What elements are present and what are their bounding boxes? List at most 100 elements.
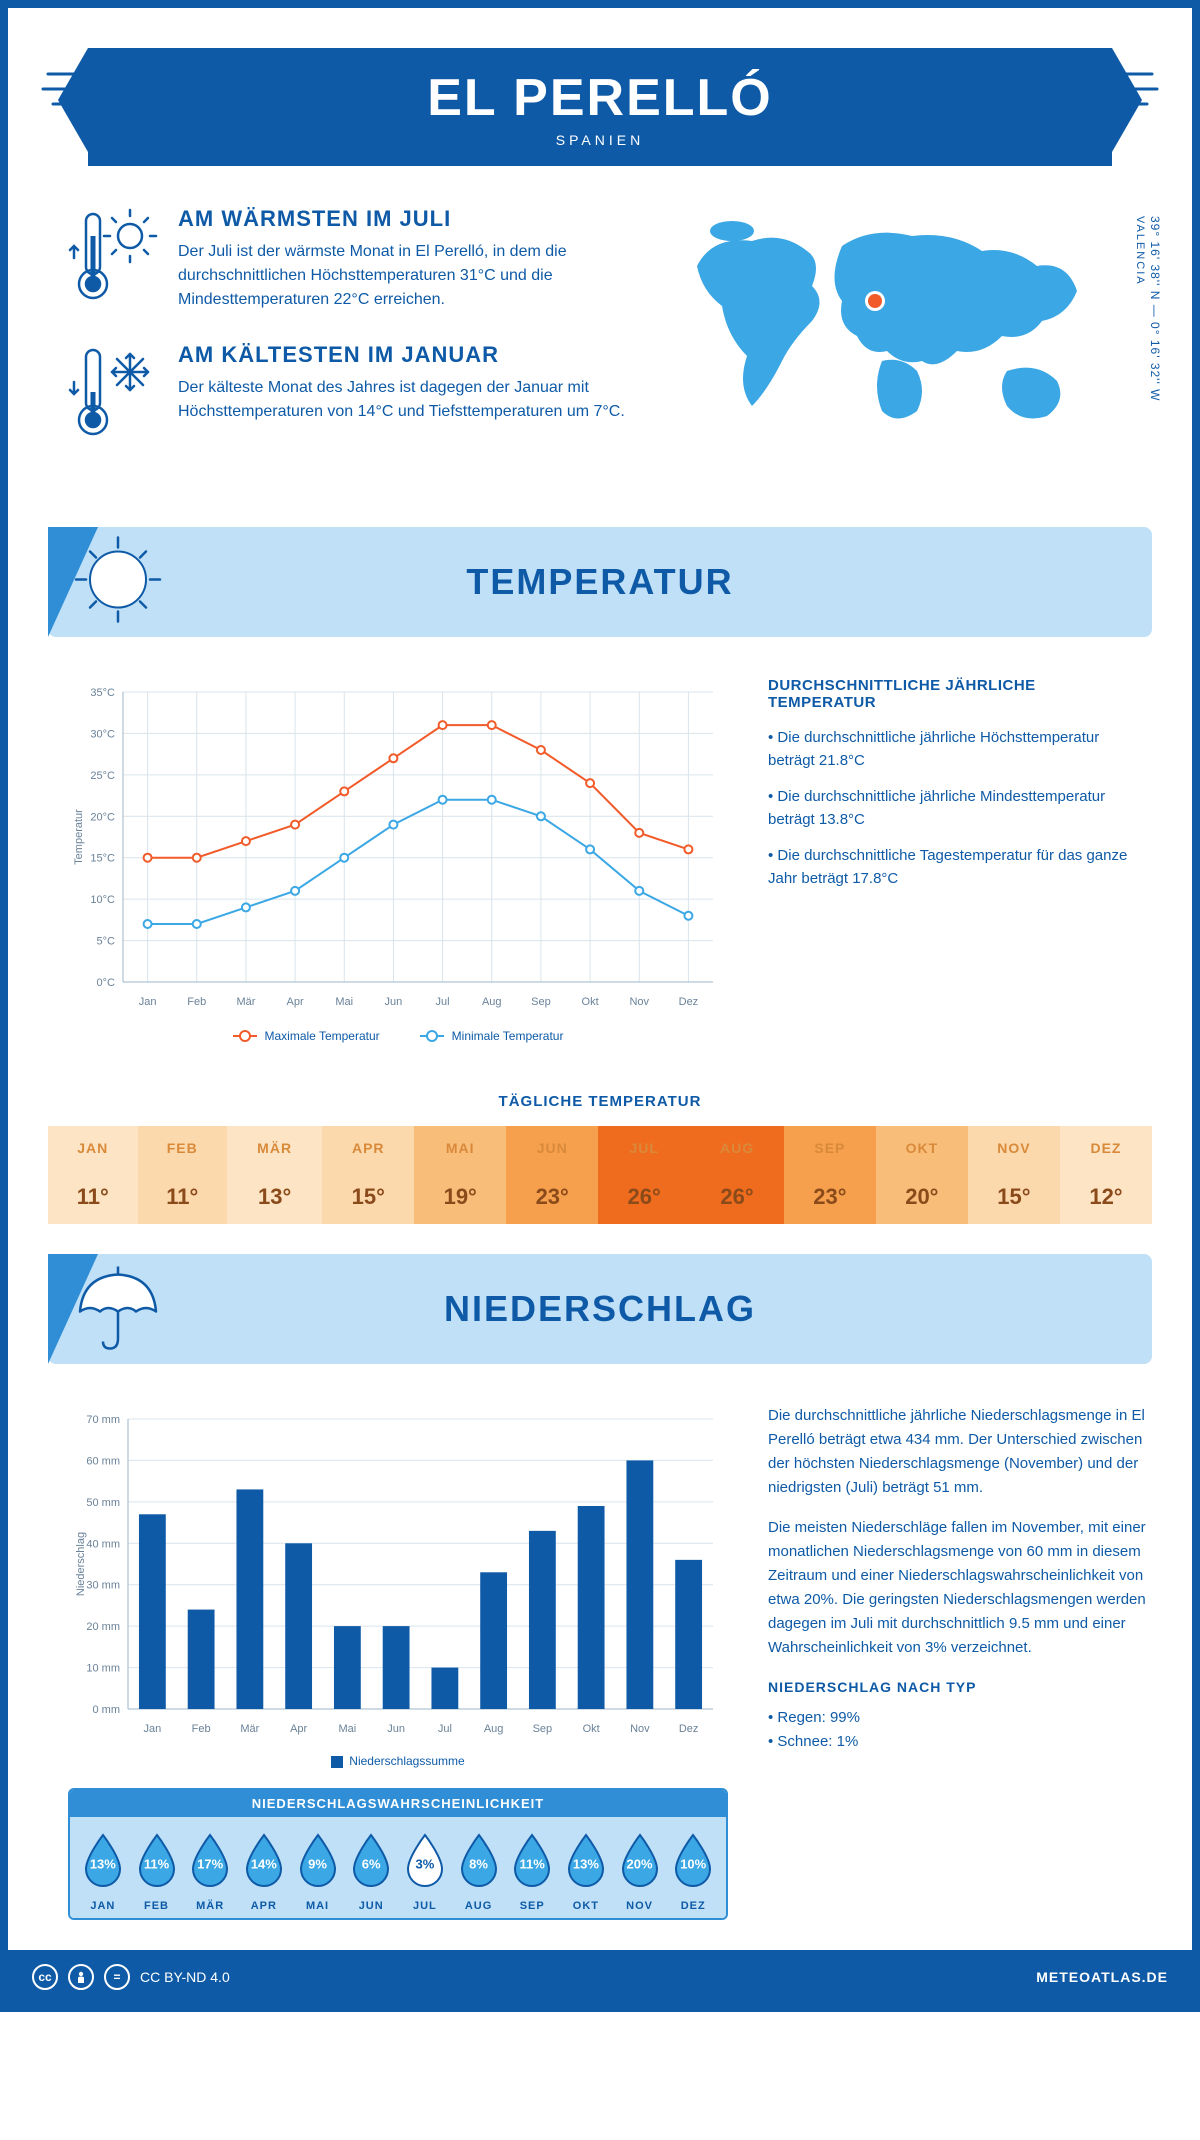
prob-cell: 17%MÄR bbox=[183, 1831, 237, 1912]
warmest-text: Der Juli ist der wärmste Monat in El Per… bbox=[178, 240, 642, 312]
temperature-title: TEMPERATUR bbox=[466, 561, 733, 603]
daily-temp-cell: 20° bbox=[876, 1170, 968, 1224]
svg-text:20°C: 20°C bbox=[90, 811, 115, 823]
prob-cell: 14%APR bbox=[237, 1831, 291, 1912]
daily-temp-cell: 15° bbox=[968, 1170, 1060, 1224]
svg-text:30°C: 30°C bbox=[90, 728, 115, 740]
precip-type-bullet: • Regen: 99% bbox=[768, 1706, 1148, 1730]
prob-cell: 9% MAI bbox=[291, 1831, 345, 1912]
daily-temp-cell: 26° bbox=[598, 1170, 690, 1224]
coldest-text: Der kälteste Monat des Jahres ist dagege… bbox=[178, 376, 642, 424]
prob-value: 3% bbox=[415, 1857, 434, 1872]
svg-text:Mai: Mai bbox=[339, 1723, 357, 1735]
svg-text:Feb: Feb bbox=[187, 996, 206, 1008]
daily-temp-title: TÄGLICHE TEMPERATUR bbox=[8, 1093, 1192, 1110]
precipitation-bar-chart: 0 mm10 mm20 mm30 mm40 mm50 mm60 mm70 mmN… bbox=[68, 1404, 728, 1744]
daily-temperature-table: JANFEBMÄRAPRMAIJUNJULAUGSEPOKTNOVDEZ 11°… bbox=[48, 1126, 1152, 1224]
thermometer-snow-icon bbox=[68, 342, 158, 447]
page-subtitle: SPANIEN bbox=[88, 132, 1112, 148]
svg-text:Jun: Jun bbox=[387, 1723, 405, 1735]
prob-value: 11% bbox=[520, 1857, 545, 1872]
world-map-icon bbox=[672, 206, 1132, 451]
nd-icon: = bbox=[104, 1964, 130, 1990]
prob-cell: 13%OKT bbox=[559, 1831, 613, 1912]
daily-month-header: OKT bbox=[876, 1126, 968, 1170]
temp-bullet: • Die durchschnittliche Tagestemperatur … bbox=[768, 845, 1148, 890]
footer: cc = CC BY-ND 4.0 METEOATLAS.DE bbox=[8, 1950, 1192, 2004]
daily-month-header: JUN bbox=[506, 1126, 598, 1170]
daily-temp-cell: 26° bbox=[690, 1170, 784, 1224]
temp-bullet: • Die durchschnittliche jährliche Höchst… bbox=[768, 727, 1148, 772]
prob-month-label: APR bbox=[237, 1900, 291, 1912]
precip-paragraph: Die meisten Niederschläge fallen im Nove… bbox=[768, 1516, 1148, 1660]
thermometer-sun-icon bbox=[68, 206, 158, 312]
prob-month-label: AUG bbox=[452, 1900, 506, 1912]
svg-text:Sep: Sep bbox=[531, 996, 551, 1008]
prob-value: 17% bbox=[197, 1857, 223, 1872]
header-ribbon: EL PERELLÓ SPANIEN bbox=[88, 48, 1112, 166]
license-label: CC BY-ND 4.0 bbox=[140, 1969, 230, 1985]
prob-value: 10% bbox=[680, 1857, 706, 1872]
precip-type-bullet: • Schnee: 1% bbox=[768, 1730, 1148, 1754]
svg-text:50 mm: 50 mm bbox=[86, 1497, 120, 1509]
precip-legend-label: Niederschlagssumme bbox=[349, 1754, 464, 1768]
svg-text:40 mm: 40 mm bbox=[86, 1538, 120, 1550]
svg-text:Jan: Jan bbox=[144, 1723, 162, 1735]
prob-month-label: NOV bbox=[613, 1900, 667, 1912]
warmest-block: AM WÄRMSTEN IM JULI Der Juli ist der wär… bbox=[68, 206, 642, 312]
daily-temp-cell: 15° bbox=[322, 1170, 414, 1224]
svg-text:Niederschlag: Niederschlag bbox=[75, 1532, 87, 1596]
warmest-heading: AM WÄRMSTEN IM JULI bbox=[178, 206, 642, 232]
prob-value: 9% bbox=[308, 1857, 327, 1872]
svg-text:Aug: Aug bbox=[484, 1723, 504, 1735]
precipitation-title: NIEDERSCHLAG bbox=[444, 1288, 756, 1330]
prob-month-label: FEB bbox=[130, 1900, 184, 1912]
prob-cell: 20%NOV bbox=[613, 1831, 667, 1912]
prob-header: NIEDERSCHLAGSWAHRSCHEINLICHKEIT bbox=[70, 1790, 726, 1817]
daily-temp-cell: 23° bbox=[506, 1170, 598, 1224]
prob-cell: 11% SEP bbox=[505, 1831, 559, 1912]
prob-month-label: SEP bbox=[505, 1900, 559, 1912]
prob-month-label: JUL bbox=[398, 1900, 452, 1912]
umbrella-icon bbox=[68, 1257, 168, 1362]
prob-cell: 10% DEZ bbox=[666, 1831, 720, 1912]
prob-cell: 8%AUG bbox=[452, 1831, 506, 1912]
precip-type-heading: NIEDERSCHLAG NACH TYP bbox=[768, 1676, 1148, 1698]
svg-text:Jul: Jul bbox=[438, 1723, 452, 1735]
by-icon bbox=[68, 1964, 94, 1990]
daily-temp-cell: 11° bbox=[48, 1170, 138, 1224]
daily-month-header: MAI bbox=[414, 1126, 506, 1170]
temperature-banner: TEMPERATUR bbox=[48, 527, 1152, 637]
prob-value: 13% bbox=[90, 1857, 116, 1872]
page-title: EL PERELLÓ bbox=[88, 68, 1112, 128]
temp-side-heading: DURCHSCHNITTLICHE JÄHRLICHE TEMPERATUR bbox=[768, 677, 1148, 711]
svg-text:60 mm: 60 mm bbox=[86, 1455, 120, 1467]
svg-text:Nov: Nov bbox=[629, 996, 649, 1008]
prob-month-label: DEZ bbox=[666, 1900, 720, 1912]
temperature-line-chart: 0°C5°C10°C15°C20°C25°C30°C35°CJanFebMärA… bbox=[68, 677, 728, 1017]
svg-text:Okt: Okt bbox=[582, 996, 599, 1008]
svg-text:Jul: Jul bbox=[436, 996, 450, 1008]
coldest-block: AM KÄLTESTEN IM JANUAR Der kälteste Mona… bbox=[68, 342, 642, 447]
prob-month-label: OKT bbox=[559, 1900, 613, 1912]
sun-icon bbox=[68, 530, 168, 635]
svg-text:Sep: Sep bbox=[533, 1723, 553, 1735]
site-label: METEOATLAS.DE bbox=[1036, 1969, 1168, 1985]
daily-month-header: JAN bbox=[48, 1126, 138, 1170]
daily-month-header: JUL bbox=[598, 1126, 690, 1170]
svg-text:5°C: 5°C bbox=[97, 936, 116, 948]
prob-cell: 11%FEB bbox=[130, 1831, 184, 1912]
daily-temp-cell: 23° bbox=[784, 1170, 876, 1224]
temperature-legend: Maximale Temperatur Minimale Temperatur bbox=[68, 1029, 728, 1043]
prob-cell: 6%JUN bbox=[344, 1831, 398, 1912]
prob-cell: 13%JAN bbox=[76, 1831, 130, 1912]
daily-temp-cell: 11° bbox=[138, 1170, 228, 1224]
prob-month-label: MAI bbox=[291, 1900, 345, 1912]
svg-text:Aug: Aug bbox=[482, 996, 502, 1008]
precipitation-legend: Niederschlagssumme bbox=[68, 1754, 728, 1768]
coordinates-label: 39° 16' 38'' N — 0° 16' 32'' W bbox=[1148, 216, 1162, 401]
daily-month-header: SEP bbox=[784, 1126, 876, 1170]
temp-bullet: • Die durchschnittliche jährliche Mindes… bbox=[768, 786, 1148, 831]
daily-month-header: MÄR bbox=[227, 1126, 322, 1170]
daily-month-header: DEZ bbox=[1060, 1126, 1152, 1170]
